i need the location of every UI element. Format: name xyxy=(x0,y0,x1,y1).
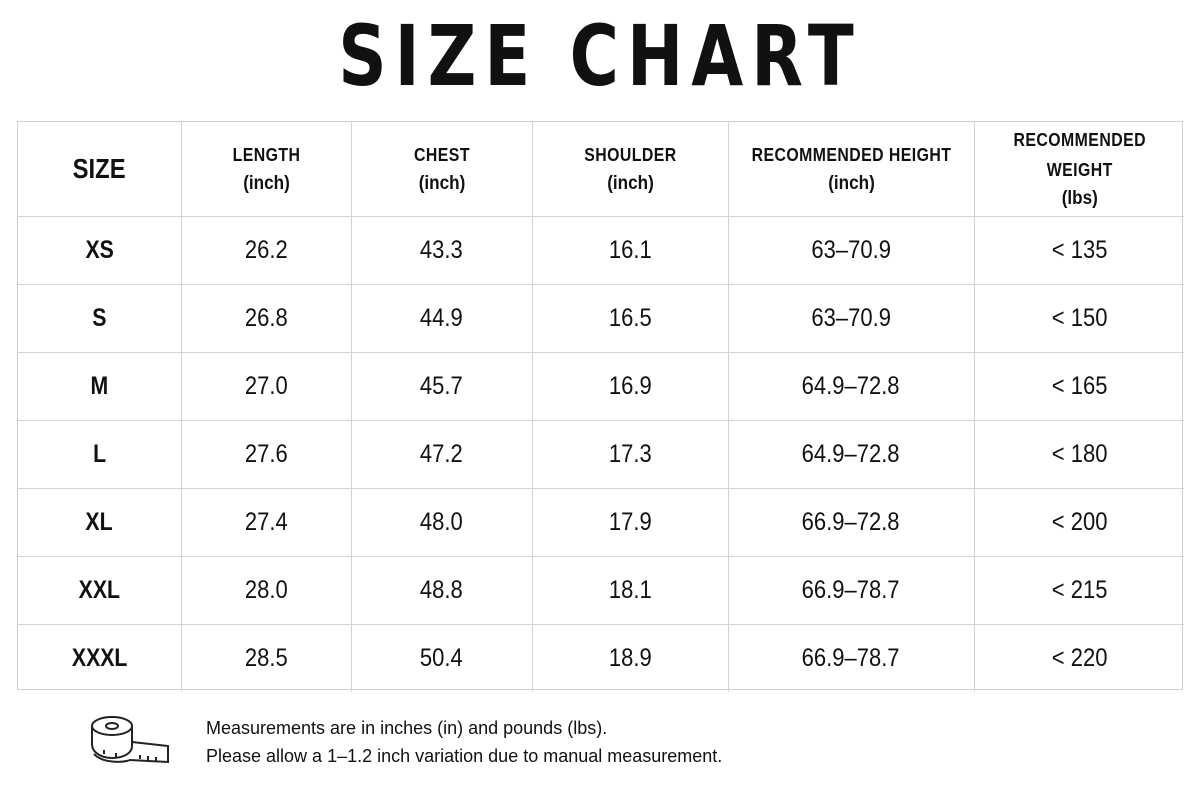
cell-weight: < 200 xyxy=(973,487,1184,557)
cell-length: 27.6 xyxy=(180,419,352,489)
cell-height: 63–70.9 xyxy=(727,283,975,353)
table-row: XXL 28.0 48.8 18.1 66.9–78.7 < 215 xyxy=(18,555,1184,625)
header-shoulder: SHOULDER (inch) xyxy=(531,122,729,217)
cell-size: XL xyxy=(18,487,182,557)
cell-shoulder: 18.1 xyxy=(531,555,729,625)
cell-length: 28.0 xyxy=(180,555,352,625)
size-table: SIZE LENGTH (inch) CHEST (inch) SHOULDER… xyxy=(18,122,1184,692)
cell-length: 27.4 xyxy=(180,487,352,557)
page-title: SIZE CHART xyxy=(338,7,862,105)
header-size: SIZE xyxy=(18,122,182,217)
cell-chest: 44.9 xyxy=(350,283,533,353)
measuring-tape-icon xyxy=(91,716,169,764)
cell-chest: 50.4 xyxy=(350,623,533,692)
header-row: SIZE LENGTH (inch) CHEST (inch) SHOULDER… xyxy=(18,122,1184,217)
size-table-container: SIZE LENGTH (inch) CHEST (inch) SHOULDER… xyxy=(17,121,1184,692)
cell-shoulder: 17.3 xyxy=(531,419,729,489)
cell-chest: 47.2 xyxy=(350,419,533,489)
cell-weight: < 165 xyxy=(973,351,1184,421)
cell-shoulder: 16.9 xyxy=(531,351,729,421)
table-row: S 26.8 44.9 16.5 63–70.9 < 150 xyxy=(18,283,1184,353)
cell-chest: 43.3 xyxy=(350,215,533,285)
cell-weight: < 215 xyxy=(973,555,1184,625)
footer-note-units: Measurements are in inches (in) and poun… xyxy=(206,718,608,738)
cell-weight: < 220 xyxy=(973,623,1184,692)
cell-shoulder: 18.9 xyxy=(531,623,729,692)
cell-height: 66.9–78.7 xyxy=(727,555,975,625)
cell-chest: 45.7 xyxy=(350,351,533,421)
cell-height: 66.9–78.7 xyxy=(727,623,975,692)
cell-size: XS xyxy=(18,215,182,285)
cell-weight: < 150 xyxy=(973,283,1184,353)
cell-height: 64.9–72.8 xyxy=(727,419,975,489)
cell-length: 26.2 xyxy=(180,215,352,285)
cell-size: M xyxy=(18,351,182,421)
table-row: M 27.0 45.7 16.9 64.9–72.8 < 165 xyxy=(18,351,1184,421)
cell-height: 64.9–72.8 xyxy=(727,351,975,421)
header-length: LENGTH (inch) xyxy=(180,122,352,217)
table-row: XXXL 28.5 50.4 18.9 66.9–78.7 < 220 xyxy=(18,623,1184,692)
cell-chest: 48.8 xyxy=(350,555,533,625)
cell-size: XXXL xyxy=(18,623,182,692)
cell-chest: 48.0 xyxy=(350,487,533,557)
cell-size: S xyxy=(18,283,182,353)
footer-note-variation: Please allow a 1–1.2 inch variation due … xyxy=(206,746,723,766)
cell-shoulder: 17.9 xyxy=(531,487,729,557)
cell-height: 66.9–72.8 xyxy=(727,487,975,557)
cell-shoulder: 16.1 xyxy=(531,215,729,285)
cell-size: L xyxy=(18,419,182,489)
table-row: XL 27.4 48.0 17.9 66.9–72.8 < 200 xyxy=(18,487,1184,557)
header-recommended-weight: RECOMMENDED WEIGHT (lbs) xyxy=(973,122,1184,217)
cell-length: 28.5 xyxy=(180,623,352,692)
cell-size: XXL xyxy=(18,555,182,625)
cell-height: 63–70.9 xyxy=(727,215,975,285)
header-chest: CHEST (inch) xyxy=(350,122,533,217)
table-row: XS 26.2 43.3 16.1 63–70.9 < 135 xyxy=(18,215,1184,285)
cell-shoulder: 16.5 xyxy=(531,283,729,353)
header-recommended-height: RECOMMENDED HEIGHT (inch) xyxy=(727,122,975,217)
cell-weight: < 135 xyxy=(973,215,1184,285)
cell-length: 26.8 xyxy=(180,283,352,353)
cell-weight: < 180 xyxy=(973,419,1184,489)
table-row: L 27.6 47.2 17.3 64.9–72.8 < 180 xyxy=(18,419,1184,489)
cell-length: 27.0 xyxy=(180,351,352,421)
